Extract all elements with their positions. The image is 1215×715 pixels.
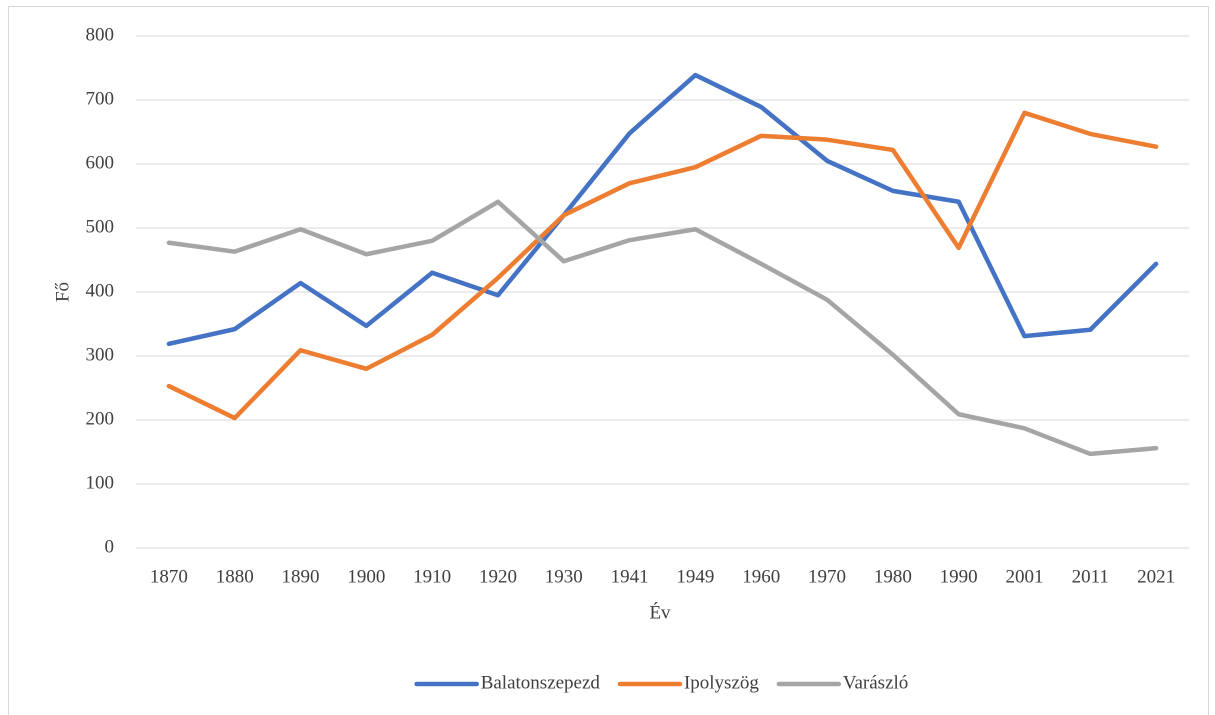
x-axis-label: Év [649,601,671,623]
y-tick-label: 300 [86,344,115,365]
legend-label: Varászló [843,672,908,693]
x-tick-label: 1949 [676,566,714,587]
x-tick-label: 2011 [1072,566,1109,587]
y-tick-label: 700 [86,88,115,109]
x-tick-label: 1920 [479,566,517,587]
y-tick-label: 500 [86,216,115,237]
x-tick-label: 1990 [940,566,978,587]
x-tick-label: 1880 [216,566,254,587]
y-tick-label: 100 [86,472,115,493]
x-tick-label: 2001 [1005,566,1043,587]
x-tick-label: 1870 [150,566,188,587]
legend-label: Balatonszepezd [481,672,601,693]
x-tick-label: 1980 [874,566,912,587]
y-tick-label: 600 [86,152,115,173]
x-tick-label: 1900 [347,566,385,587]
x-tick-label: 1930 [545,566,583,587]
legend-label: Ipolyszög [684,672,759,693]
line-series [166,72,1159,347]
y-tick-label: 400 [86,280,115,301]
x-tick-label: 1941 [611,566,649,587]
chart-frame [8,6,1209,715]
x-tick-label: 2021 [1137,566,1175,587]
x-tick-label: 1970 [808,566,846,587]
y-axis-label: Fő [52,282,73,302]
x-tick-label: 1910 [413,566,451,587]
y-tick-label: 800 [86,24,115,45]
x-tick-label: 1960 [742,566,780,587]
line-series [166,110,1159,421]
y-tick-label: 0 [105,536,115,557]
y-tick-label: 200 [86,408,115,429]
line-series [166,199,1159,457]
x-tick-label: 1890 [282,566,320,587]
